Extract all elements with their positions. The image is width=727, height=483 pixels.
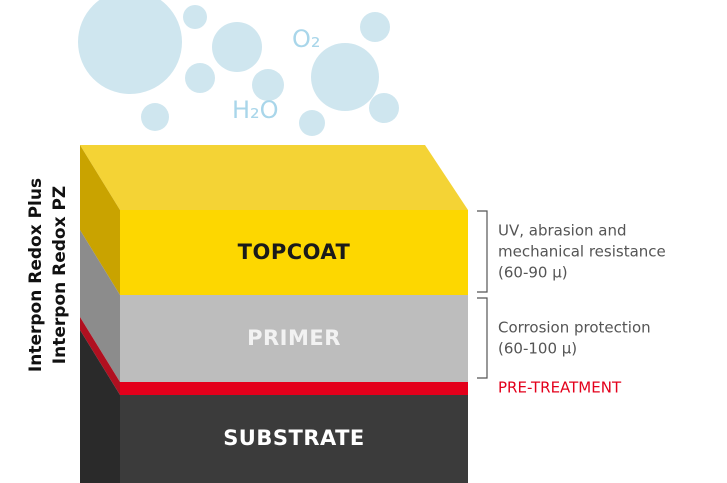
note: (60-100 µ) bbox=[498, 340, 577, 358]
product-label: Interpon Redox PZ bbox=[50, 186, 70, 364]
brackets bbox=[477, 211, 487, 378]
note: UV, abrasion and bbox=[498, 222, 627, 240]
layer-label: TOPCOAT bbox=[238, 240, 351, 264]
product-label: Interpon Redox Plus bbox=[26, 178, 46, 372]
layer-label: PRIMER bbox=[247, 326, 341, 350]
note: (60-90 µ) bbox=[498, 264, 568, 282]
top-face bbox=[80, 145, 468, 210]
note: Corrosion protection bbox=[498, 319, 651, 337]
note: mechanical resistance bbox=[498, 243, 666, 261]
gas-h2o: H₂O bbox=[232, 96, 279, 124]
gas-o2: O₂ bbox=[292, 25, 321, 53]
pretreatment-layer bbox=[120, 382, 468, 395]
diagram: O₂ H₂O TOPCOAT PRIMER SUBSTRATE Interpon… bbox=[0, 0, 727, 483]
layer-label: SUBSTRATE bbox=[223, 426, 365, 450]
pretreatment-label: PRE-TREATMENT bbox=[498, 379, 622, 397]
